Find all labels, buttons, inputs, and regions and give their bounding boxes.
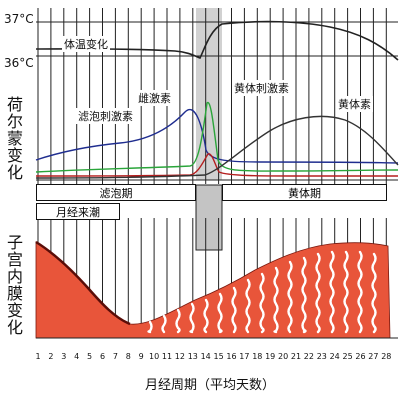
luteal-phase-label: 黄体期	[288, 186, 321, 200]
lh-curve	[35, 101, 399, 173]
day-number-18: 18	[252, 352, 263, 361]
ovulation-band-top	[196, 8, 222, 180]
follicular-phase-label: 滤泡期	[99, 186, 133, 200]
estrogen-label: 雌激素	[136, 90, 173, 106]
gland-squiggle	[315, 252, 321, 334]
gland-squiggle	[203, 298, 209, 334]
endometrium-edge	[35, 240, 131, 326]
ovulation-band-bottom	[195, 184, 223, 251]
lh-label: 黄体刺激素	[232, 80, 291, 96]
day-number-28: 28	[381, 352, 392, 361]
day-number-23: 23	[316, 352, 327, 361]
temperature-curve	[35, 20, 399, 61]
gland-squiggle	[161, 314, 167, 334]
day-number-12: 12	[174, 352, 185, 361]
day-number-19: 19	[265, 352, 276, 361]
day-number-9: 9	[138, 352, 144, 361]
day-number-13: 13	[187, 352, 198, 361]
day-number-17: 17	[239, 352, 250, 361]
temperature-title: 体温变化	[62, 36, 110, 52]
day-number-11: 11	[161, 352, 173, 361]
temp-37-label: 37°C	[4, 12, 34, 26]
follicular-phase-box: 滤泡期	[36, 184, 196, 201]
gland-squiggle	[217, 292, 223, 334]
gland-squiggle	[287, 260, 293, 334]
day-number-7: 7	[112, 352, 118, 361]
menses-box: 月经来潮	[36, 203, 120, 220]
day-number-15: 15	[213, 352, 224, 361]
day-number-22: 22	[303, 352, 314, 361]
day-number-3: 3	[61, 352, 67, 361]
gland-squiggle	[231, 286, 237, 334]
gland-squiggle	[329, 250, 335, 334]
day-number-14: 14	[200, 352, 211, 361]
gland-squiggle	[259, 272, 265, 334]
day-number-24: 24	[329, 352, 340, 361]
gland-squiggle	[147, 320, 153, 334]
fsh-label: 滤泡刺激素	[76, 108, 135, 124]
progesterone-label: 黄体素	[336, 96, 373, 112]
day-number-10: 10	[149, 352, 160, 361]
endometrium-section-label: 子宫内膜变化	[4, 234, 23, 336]
luteal-phase-box: 黄体期	[222, 184, 387, 201]
day-number-16: 16	[226, 352, 237, 361]
hormone-section-label: 荷尔蒙变化	[4, 96, 23, 181]
gland-squiggle	[273, 266, 279, 334]
day-number-2: 2	[48, 352, 54, 361]
day-number-4: 4	[74, 352, 80, 361]
x-axis-label: 月经周期（平均天数）	[145, 378, 276, 393]
gland-squiggle	[301, 256, 307, 334]
gland-squiggle	[189, 302, 195, 334]
day-number-20: 20	[278, 352, 289, 361]
gland-squiggle	[343, 250, 349, 334]
gland-squiggle	[357, 250, 363, 334]
day-number-5: 5	[87, 352, 93, 361]
gland-squiggle	[175, 308, 181, 334]
fsh-curve	[35, 108, 399, 164]
day-number-26: 26	[355, 352, 366, 361]
gland-squiggle	[371, 252, 377, 334]
endometrium-glands	[147, 250, 377, 334]
day-number-6: 6	[99, 352, 106, 361]
day-number-21: 21	[290, 352, 302, 361]
temp-36-label: 36°C	[4, 56, 34, 70]
menses-label: 月经来潮	[56, 205, 100, 219]
red-curve	[35, 153, 398, 177]
progesterone-curve	[35, 115, 399, 179]
day-number-25: 25	[342, 352, 353, 361]
day-number-27: 27	[368, 352, 379, 361]
day-number-1: 1	[35, 352, 41, 361]
day-number-8: 8	[125, 352, 131, 361]
gland-squiggle	[245, 278, 251, 334]
